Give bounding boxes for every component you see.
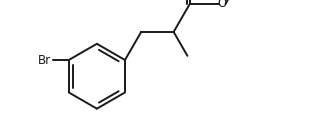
Text: O: O <box>218 0 227 10</box>
Text: Br: Br <box>38 53 51 66</box>
